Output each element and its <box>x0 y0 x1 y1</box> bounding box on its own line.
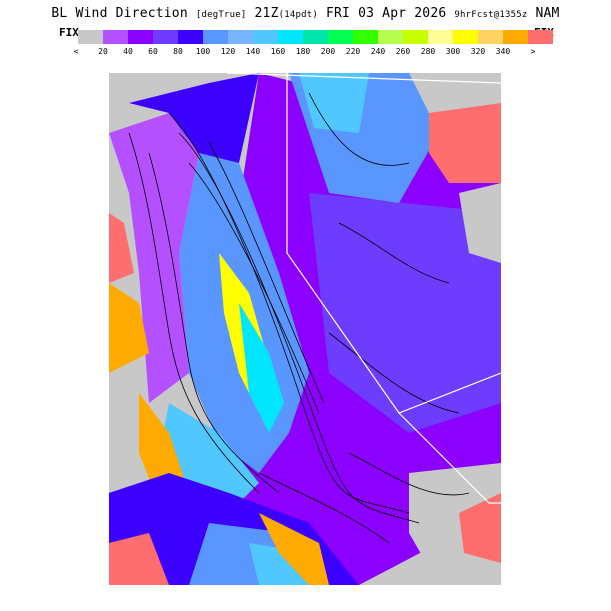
region-ne-salmon <box>429 103 501 183</box>
legend-tick-label: 100 <box>195 47 211 56</box>
legend-tick-label: 340 <box>495 47 511 56</box>
title-forecast: 9hrFcst@1355z <box>454 10 528 20</box>
legend-swatch <box>328 30 353 44</box>
region-coast-orange <box>109 283 149 373</box>
tick-below-symbol: < <box>73 47 79 56</box>
legend-swatch <box>503 30 528 44</box>
legend-swatch <box>253 30 278 44</box>
legend-tick-label: 240 <box>370 47 386 56</box>
title-units: [degTrue] <box>195 10 247 20</box>
legend-swatch <box>528 30 553 44</box>
title-time: 21Z <box>254 6 279 21</box>
legend-tick-label: 80 <box>173 47 183 56</box>
region-sky-north <box>299 73 369 133</box>
wind-direction-map <box>109 72 502 585</box>
legend-swatch <box>378 30 403 44</box>
region-south-orange <box>259 513 329 585</box>
map-title: BL Wind Direction [degTrue] 21Z(14pdt) F… <box>0 6 611 21</box>
legend-swatch <box>153 30 178 44</box>
legend-swatch <box>78 30 103 44</box>
region-sw-salmon <box>109 533 169 585</box>
legend-tick-label: 320 <box>470 47 486 56</box>
legend-swatch <box>353 30 378 44</box>
legend-swatch <box>228 30 253 44</box>
color-scale-ticks: < > 20 40 60 80 100 120 140 160 180 200 220 240 260 2… <box>0 47 611 59</box>
legend-swatch <box>178 30 203 44</box>
legend-tick-label: 20 <box>98 47 108 56</box>
title-variable: BL Wind Direction <box>51 6 188 21</box>
color-scale-bar <box>78 30 553 44</box>
region-north-indigo <box>129 73 259 163</box>
legend-tick-label: 60 <box>148 47 158 56</box>
region-indigo-light <box>309 193 501 433</box>
legend-tick-label: 300 <box>445 47 461 56</box>
legend-tick-label: 160 <box>270 47 286 56</box>
legend-tick-label: 220 <box>345 47 361 56</box>
region-east-gray <box>459 183 501 263</box>
legend-tick-label: 200 <box>320 47 336 56</box>
legend-fix-left: FIX <box>59 26 79 39</box>
map-canvas <box>109 72 502 585</box>
legend-tick-label: 120 <box>220 47 236 56</box>
legend-swatch <box>428 30 453 44</box>
legend-swatch <box>403 30 428 44</box>
legend-tick-label: 260 <box>395 47 411 56</box>
title-local-time: (14pdt) <box>278 10 318 20</box>
title-model: NAM <box>535 6 560 21</box>
legend-tick-label: 140 <box>245 47 261 56</box>
state-boundaries <box>226 72 502 504</box>
legend-swatch <box>203 30 228 44</box>
title-date: FRI 03 Apr 2026 <box>325 6 447 21</box>
contour-lines <box>128 92 470 544</box>
legend-tick-label: 180 <box>295 47 311 56</box>
region-se-salmon <box>459 493 501 563</box>
tick-above-symbol: > <box>530 47 536 56</box>
region-coast-salmon <box>109 213 134 283</box>
legend-swatch <box>278 30 303 44</box>
legend-swatch <box>103 30 128 44</box>
region-valley-cyan <box>239 303 284 433</box>
legend-swatch <box>478 30 503 44</box>
legend-swatch <box>303 30 328 44</box>
legend-tick-label: 40 <box>123 47 133 56</box>
legend-swatch <box>128 30 153 44</box>
legend-swatch <box>453 30 478 44</box>
legend-tick-label: 280 <box>420 47 436 56</box>
